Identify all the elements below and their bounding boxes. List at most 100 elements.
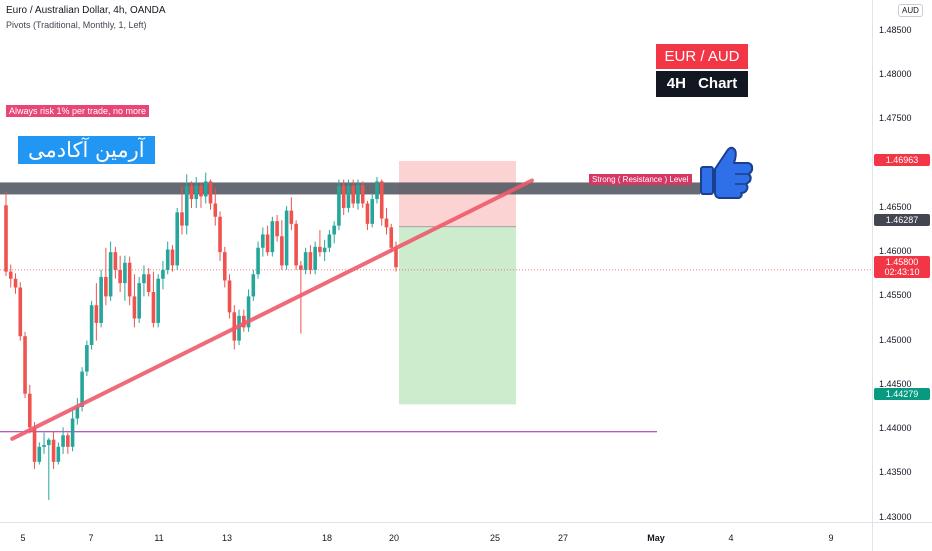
candle (389, 223, 394, 253)
candle (289, 197, 294, 231)
candle (8, 264, 13, 288)
chart-canvas[interactable] (0, 0, 872, 522)
price-tick-label: 1.46000 (879, 246, 912, 257)
candle (280, 220, 284, 270)
candle (175, 207, 180, 270)
candle (27, 384, 32, 434)
candle-body (379, 181, 384, 219)
axis-corner (872, 522, 932, 551)
candle-body (70, 418, 75, 447)
candle-body (66, 435, 70, 447)
candle-body (8, 271, 13, 279)
time-tick-label: 13 (221, 533, 233, 543)
time-tick-label: 4 (728, 533, 734, 543)
time-tick-label: 25 (489, 533, 501, 543)
candle-body (42, 445, 46, 447)
candle (265, 225, 270, 256)
time-tick-label: May (647, 533, 665, 543)
candle (142, 265, 146, 297)
time-tick-label: 9 (828, 533, 834, 543)
candle-body (284, 210, 289, 266)
candle-body (375, 181, 379, 200)
candle-body (337, 185, 341, 226)
candle (56, 442, 61, 465)
candle (18, 282, 23, 341)
candle (360, 181, 365, 208)
candle (337, 179, 341, 231)
candle (365, 200, 370, 231)
candle-body (227, 280, 232, 313)
candle-body (251, 274, 256, 297)
candle-body (280, 236, 284, 266)
candle (94, 283, 99, 341)
candle (104, 247, 108, 306)
candle-body (261, 234, 265, 248)
candle (61, 427, 65, 454)
candle-body (218, 216, 222, 253)
candle-body (94, 305, 99, 323)
candle-body (318, 246, 322, 253)
candle-body (27, 393, 32, 428)
price-tick-label: 1.43000 (879, 511, 912, 522)
candle (313, 241, 317, 275)
candle-body (175, 212, 180, 266)
candle (75, 398, 80, 425)
price-tick-label: 1.43500 (879, 467, 912, 478)
candle (332, 221, 336, 244)
candle-body (127, 262, 132, 297)
candle (251, 269, 256, 301)
candle-body (99, 276, 103, 323)
candle-body (394, 247, 398, 268)
candle-body (142, 274, 146, 284)
price-chart[interactable] (0, 0, 872, 522)
indicator-legend[interactable]: Pivots (Traditional, Monthly, 1, Left) (6, 20, 147, 30)
candle-body (165, 249, 170, 270)
candle (256, 241, 260, 279)
time-tick-label: 5 (20, 533, 26, 543)
candle (137, 276, 141, 323)
candle-body (151, 291, 156, 323)
candle (308, 245, 313, 275)
candle (189, 181, 194, 208)
candle-body (85, 345, 89, 372)
entry-price-tag: 1.46287 (874, 214, 930, 226)
candle (242, 309, 246, 332)
current-price-value: 1.45800 (885, 257, 919, 267)
candle-body (356, 184, 360, 204)
candle (370, 194, 375, 228)
candle (123, 255, 127, 301)
candle (213, 188, 218, 226)
candle (375, 176, 379, 204)
candle-body (75, 406, 80, 419)
candle-body (61, 435, 65, 447)
candle-body (13, 278, 18, 288)
candle (165, 241, 170, 275)
time-tick-label: 27 (557, 533, 569, 543)
candle-body (313, 246, 317, 270)
thumbs-up-icon (700, 146, 754, 199)
candle-body (32, 427, 37, 462)
candle (203, 172, 208, 204)
candle-body (37, 446, 42, 462)
candle-body (365, 203, 370, 224)
candle-body (303, 252, 308, 270)
risk-note: Always risk 1% per trade, no more (6, 105, 150, 117)
candle-body (56, 446, 61, 462)
currency-selector[interactable]: AUD (898, 4, 923, 17)
candle-body (208, 181, 213, 204)
price-tick-label: 1.48000 (879, 69, 912, 80)
candle-body (18, 287, 23, 337)
time-axis[interactable]: 5 7 11 13 18 20 25 27 May 4 9 (0, 522, 872, 551)
timeframe-badge: 4H Chart (656, 71, 748, 97)
pair-badge: EUR / AUD (656, 44, 748, 69)
time-tick-label: 18 (321, 533, 333, 543)
price-tick-label: 1.44000 (879, 423, 912, 434)
candle-body (170, 249, 175, 266)
candle (346, 179, 351, 213)
candle (246, 289, 251, 332)
candle (322, 239, 327, 261)
candle-body (118, 269, 122, 284)
candle-body (184, 185, 189, 226)
candle-body (23, 336, 27, 394)
candle-body (104, 276, 108, 297)
